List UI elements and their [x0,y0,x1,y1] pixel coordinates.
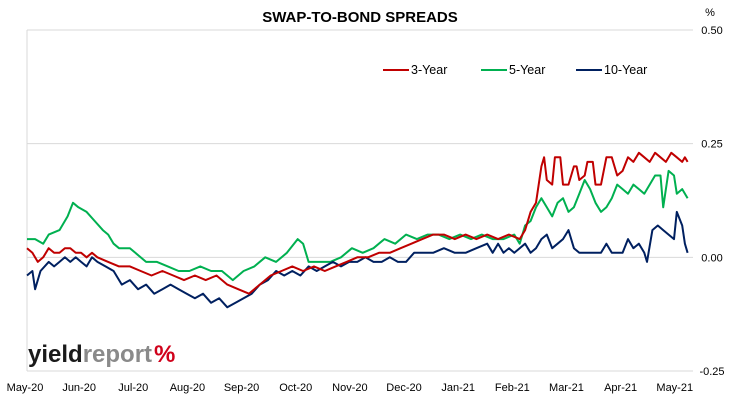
legend-5-year: 5-Year [481,63,545,77]
legend-label: 10-Year [604,63,647,77]
x-tick-label: Apr-21 [604,382,637,394]
x-tick-label: Dec-20 [386,382,421,394]
legend-10-year: 10-Year [576,63,647,77]
y-tick-label: 0.00 [701,252,722,264]
legend: 3-Year 5-Year 10-Year [383,63,647,77]
x-tick-label: Jan-21 [441,382,475,394]
y-tick-label: 0.25 [701,139,722,151]
y-tick-label: 0.50 [701,25,722,37]
x-tick-label: Feb-21 [495,382,530,394]
x-tick-label: Nov-20 [332,382,367,394]
series-line-10-year [26,210,689,309]
legend-3-year: 3-Year [383,63,447,77]
watermark-logo: yieldreport% [28,341,175,368]
x-tick-label: May-20 [7,382,44,394]
x-tick-label: Aug-20 [170,382,205,394]
x-tick-label: Oct-20 [279,382,312,394]
legend-label: 3-Year [411,63,447,77]
y-axis-ticks: 0.50 0.25 0.00 -0.25 [699,25,724,378]
y-axis-unit: % [705,7,715,19]
legend-label: 5-Year [509,63,545,77]
y-tick-label: -0.25 [699,366,724,378]
x-tick-label: Jun-20 [62,382,96,394]
x-tick-label: Mar-21 [549,382,584,394]
x-tick-label: May-21 [656,382,693,394]
x-tick-label: Sep-20 [224,382,259,394]
series-lines [26,151,689,309]
series-line-3-year [26,151,689,295]
x-tick-label: Jul-20 [118,382,148,394]
series-line-5-year [27,169,689,282]
gridlines [26,29,693,372]
chart-title: SWAP-TO-BOND SPREADS [262,9,458,26]
x-axis-ticks: May-20 Jun-20 Jul-20 Aug-20 Sep-20 Oct-20 Nov-… [7,382,693,394]
